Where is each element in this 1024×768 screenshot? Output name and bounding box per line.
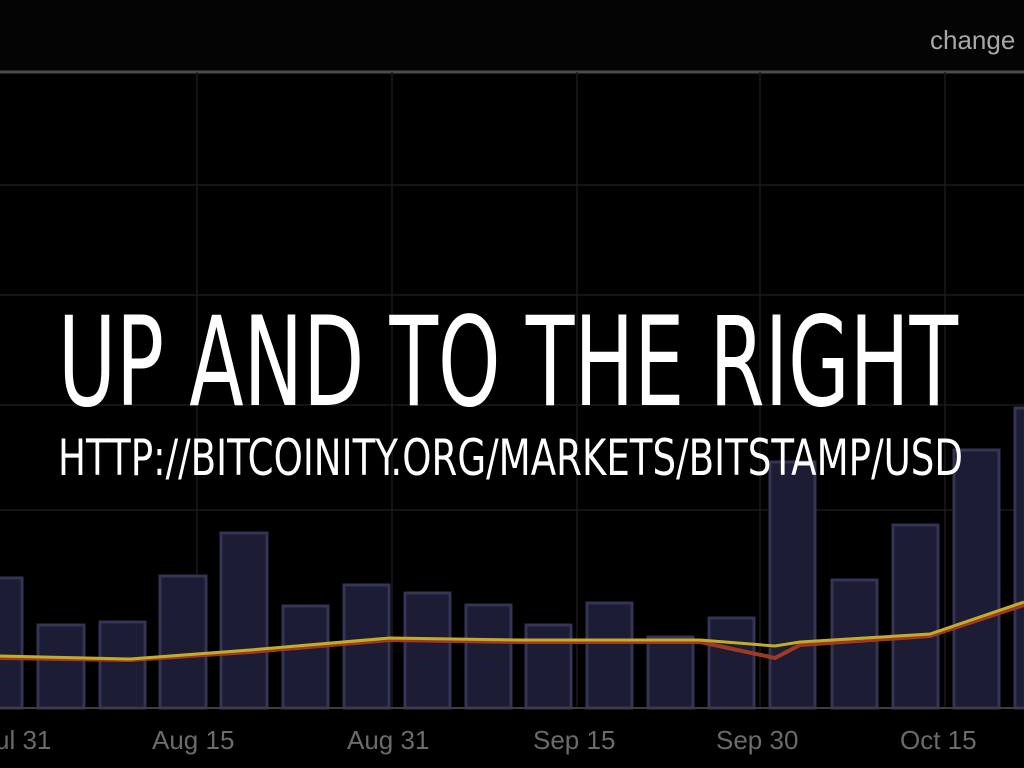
x-axis-label: Sep 15: [533, 725, 615, 755]
x-axis-label: Sep 30: [716, 725, 798, 755]
x-axis-label: ul 31: [0, 725, 51, 755]
x-axis-labels: ul 31 Aug 15 Aug 31 Sep 15 Sep 30 Oct 15: [0, 725, 977, 755]
change-button: change: [930, 25, 1015, 55]
toolbar: [0, 0, 1024, 72]
slide-title: UP AND TO THE RIGHT: [58, 291, 959, 435]
slide-subtitle: HTTP://BITCOINITY.ORG/MARKETS/BITSTAMP/U…: [58, 429, 963, 487]
x-axis-label: Aug 15: [152, 725, 234, 755]
x-axis-label: Aug 31: [347, 725, 429, 755]
grid: [0, 72, 1024, 708]
x-axis-label: Oct 15: [900, 725, 977, 755]
price-line: [0, 600, 1024, 661]
